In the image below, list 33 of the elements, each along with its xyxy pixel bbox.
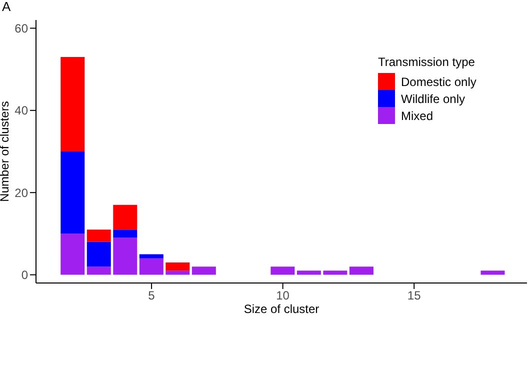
- bar: [139, 254, 164, 258]
- bar: [113, 204, 138, 230]
- bar: [60, 234, 85, 275]
- legend-title: Transmission type: [378, 55, 476, 69]
- y-tick-label: 60: [14, 21, 28, 36]
- bar: [113, 230, 138, 238]
- bar: [166, 262, 190, 271]
- y-tick-label: 40: [14, 104, 28, 118]
- chart-title: A: [2, 0, 11, 14]
- legend-label: Domestic only: [401, 74, 476, 88]
- bar: [270, 266, 295, 275]
- bar: [86, 230, 111, 242]
- bar: [166, 270, 190, 275]
- bar: [349, 266, 374, 275]
- legend-label: Mixed: [401, 108, 434, 122]
- bar: [480, 270, 505, 275]
- legend-label: Wildlife only: [401, 92, 466, 106]
- x-tick-label: 5: [148, 288, 156, 303]
- bar: [113, 238, 138, 275]
- x-axis-title: Size of cluster: [244, 302, 320, 316]
- bar: [60, 56, 85, 152]
- x-tick-label: 10: [276, 288, 290, 303]
- bar: [86, 242, 111, 267]
- bar: [192, 266, 216, 275]
- bar: [139, 258, 164, 275]
- y-tick-label: 0: [21, 268, 28, 282]
- bar: [323, 270, 348, 275]
- bar: [296, 270, 321, 275]
- bar: [60, 152, 85, 234]
- x-tick-label: 15: [407, 288, 422, 303]
- y-tick-label: 20: [14, 186, 28, 200]
- bar: [86, 266, 111, 275]
- y-axis-title: Number of clusters: [0, 101, 12, 202]
